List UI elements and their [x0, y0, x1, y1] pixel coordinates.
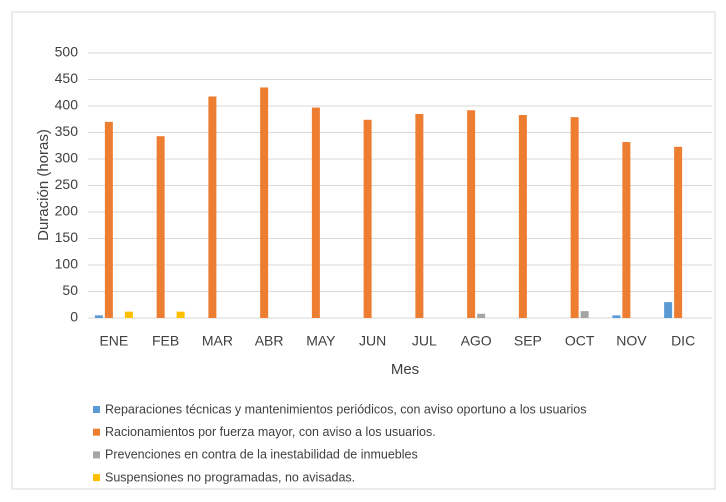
- bar: [664, 302, 673, 318]
- y-axis-label: Duración (horas): [35, 129, 52, 241]
- bar: [415, 113, 424, 318]
- x-tick-label: FEB: [152, 333, 179, 349]
- legend-label: Reparaciones técnicas y mantenimientos p…: [105, 402, 587, 416]
- y-tick-label: 300: [55, 150, 79, 166]
- y-tick-label: 200: [55, 203, 79, 219]
- legend-label: Prevenciones en contra de la inestabilid…: [105, 448, 418, 462]
- x-tick-label: ABR: [255, 333, 284, 349]
- bar: [622, 142, 631, 318]
- bar: [518, 115, 527, 318]
- bar: [156, 136, 165, 318]
- x-tick-label: JUN: [359, 333, 386, 349]
- bar: [94, 315, 103, 318]
- legend-swatch: [93, 474, 100, 482]
- x-tick-label: JUL: [412, 333, 437, 349]
- x-tick-label: DIC: [671, 333, 695, 349]
- bar: [674, 146, 683, 318]
- y-tick-label: 150: [55, 229, 79, 245]
- legend-swatch: [93, 406, 100, 413]
- bar: [176, 311, 185, 318]
- x-tick-label: ENE: [99, 333, 128, 349]
- bar: [311, 107, 320, 318]
- legend-swatch: [93, 451, 100, 459]
- x-tick-label: AGO: [461, 333, 492, 349]
- y-tick-label: 400: [55, 97, 79, 113]
- legend-label: Suspensiones no programadas, no avisadas…: [105, 470, 355, 484]
- x-tick-label: MAR: [202, 333, 233, 349]
- x-tick-label: MAY: [306, 333, 336, 349]
- y-tick-label: 50: [62, 282, 78, 298]
- bar: [363, 119, 372, 318]
- bar: [260, 87, 269, 318]
- x-tick-label: NOV: [616, 333, 647, 349]
- legend-swatch: [93, 428, 100, 436]
- y-tick-label: 350: [55, 123, 79, 139]
- y-tick-label: 0: [70, 309, 78, 325]
- y-tick-label: 100: [55, 256, 79, 272]
- bar: [580, 311, 589, 318]
- bar: [124, 311, 133, 318]
- x-tick-label: OCT: [565, 333, 595, 349]
- y-tick-label: 450: [55, 70, 79, 86]
- y-tick-label: 500: [55, 44, 79, 60]
- legend-label: Racionamientos por fuerza mayor, con avi…: [105, 425, 436, 439]
- bar: [467, 110, 476, 319]
- bar: [104, 121, 113, 319]
- bar: [612, 315, 621, 318]
- x-axis-label: Mes: [391, 361, 419, 378]
- bar: [208, 96, 217, 319]
- bar: [477, 313, 486, 318]
- y-tick-label: 250: [55, 176, 79, 192]
- chart-border: [11, 11, 716, 490]
- x-tick-label: SEP: [514, 333, 542, 349]
- bar: [570, 117, 579, 318]
